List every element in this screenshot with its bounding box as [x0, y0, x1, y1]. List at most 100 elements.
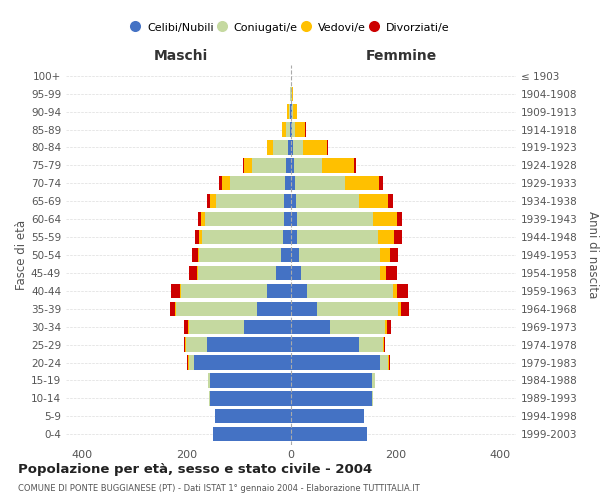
- Bar: [295, 176, 345, 190]
- Bar: [299, 248, 380, 262]
- Bar: [380, 356, 388, 370]
- Bar: [291, 338, 359, 352]
- Bar: [184, 320, 188, 334]
- Bar: [354, 158, 356, 172]
- Bar: [286, 122, 290, 136]
- Bar: [297, 230, 379, 244]
- Bar: [291, 194, 296, 208]
- Text: Maschi: Maschi: [154, 49, 208, 63]
- Bar: [272, 140, 289, 154]
- Bar: [284, 212, 291, 226]
- Bar: [291, 122, 292, 136]
- Bar: [212, 427, 291, 442]
- Bar: [293, 140, 303, 154]
- Bar: [292, 104, 293, 119]
- Bar: [189, 320, 244, 334]
- Bar: [322, 158, 354, 172]
- Bar: [291, 284, 307, 298]
- Bar: [207, 338, 291, 352]
- Bar: [380, 248, 391, 262]
- Bar: [388, 356, 389, 370]
- Bar: [295, 122, 305, 136]
- Bar: [330, 320, 385, 334]
- Bar: [398, 302, 401, 316]
- Bar: [359, 338, 383, 352]
- Bar: [301, 266, 380, 280]
- Bar: [287, 104, 289, 119]
- Bar: [199, 230, 202, 244]
- Bar: [209, 391, 210, 406]
- Bar: [291, 356, 380, 370]
- Bar: [290, 122, 291, 136]
- Bar: [205, 212, 284, 226]
- Bar: [372, 391, 373, 406]
- Bar: [277, 266, 291, 280]
- Bar: [289, 104, 290, 119]
- Bar: [291, 140, 293, 154]
- Bar: [388, 194, 393, 208]
- Bar: [281, 248, 291, 262]
- Bar: [303, 140, 326, 154]
- Bar: [389, 356, 390, 370]
- Bar: [289, 140, 291, 154]
- Bar: [291, 409, 364, 424]
- Legend: Celibi/Nubili, Coniugati/e, Vedovi/e, Divorziati/e: Celibi/Nubili, Coniugati/e, Vedovi/e, Di…: [128, 18, 454, 37]
- Bar: [285, 176, 291, 190]
- Bar: [379, 176, 383, 190]
- Bar: [291, 266, 301, 280]
- Bar: [180, 284, 181, 298]
- Bar: [393, 284, 397, 298]
- Bar: [383, 338, 385, 352]
- Bar: [291, 230, 297, 244]
- Bar: [268, 284, 291, 298]
- Bar: [185, 338, 187, 352]
- Bar: [291, 427, 367, 442]
- Bar: [188, 356, 189, 370]
- Bar: [202, 230, 283, 244]
- Bar: [210, 374, 291, 388]
- Bar: [210, 194, 216, 208]
- Bar: [359, 194, 388, 208]
- Bar: [188, 320, 189, 334]
- Bar: [379, 230, 394, 244]
- Bar: [189, 266, 197, 280]
- Bar: [187, 338, 207, 352]
- Bar: [220, 176, 222, 190]
- Bar: [291, 158, 293, 172]
- Bar: [176, 302, 257, 316]
- Bar: [194, 356, 291, 370]
- Bar: [291, 302, 317, 316]
- Bar: [175, 302, 176, 316]
- Bar: [170, 284, 180, 298]
- Bar: [189, 356, 194, 370]
- Bar: [187, 356, 188, 370]
- Bar: [181, 284, 268, 298]
- Bar: [372, 374, 375, 388]
- Y-axis label: Fasce di età: Fasce di età: [15, 220, 28, 290]
- Bar: [386, 266, 397, 280]
- Bar: [252, 158, 286, 172]
- Bar: [198, 266, 277, 280]
- Bar: [198, 248, 199, 262]
- Bar: [199, 248, 281, 262]
- Bar: [326, 140, 328, 154]
- Bar: [284, 194, 291, 208]
- Bar: [293, 104, 297, 119]
- Text: COMUNE DI PONTE BUGGIANESE (PT) - Dati ISTAT 1° gennaio 2004 - Elaborazione TUTT: COMUNE DI PONTE BUGGIANESE (PT) - Dati I…: [18, 484, 420, 493]
- Y-axis label: Anni di nascita: Anni di nascita: [586, 212, 599, 298]
- Bar: [222, 176, 230, 190]
- Bar: [291, 248, 299, 262]
- Bar: [283, 230, 291, 244]
- Bar: [184, 338, 185, 352]
- Bar: [195, 230, 199, 244]
- Bar: [244, 158, 252, 172]
- Bar: [291, 176, 295, 190]
- Bar: [292, 86, 293, 101]
- Bar: [215, 409, 291, 424]
- Bar: [170, 302, 175, 316]
- Bar: [345, 176, 379, 190]
- Bar: [391, 248, 398, 262]
- Bar: [216, 194, 284, 208]
- Bar: [291, 391, 372, 406]
- Bar: [208, 374, 210, 388]
